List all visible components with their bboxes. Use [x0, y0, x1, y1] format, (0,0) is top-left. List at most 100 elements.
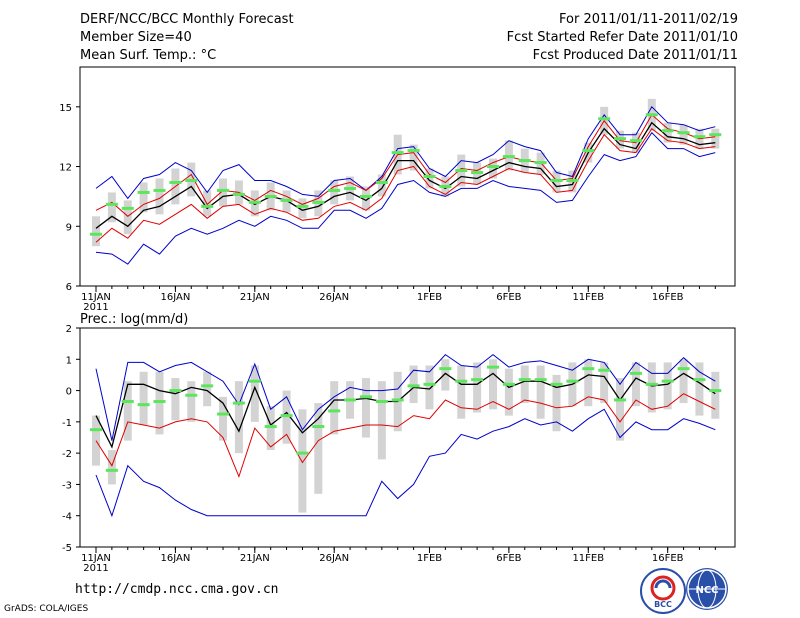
- precipitation-median-mark: [153, 400, 166, 404]
- precipitation-x-tick-label: 1FEB: [417, 553, 442, 564]
- precipitation-median-mark: [534, 378, 547, 382]
- precipitation-median-mark: [264, 425, 277, 429]
- bcc-emblem-icon: BCC: [650, 575, 676, 609]
- precipitation-x-year-label: 2011: [83, 563, 108, 574]
- temperature-median-mark: [312, 200, 325, 204]
- forecast-period: For 2011/01/11-2011/02/19: [559, 12, 738, 27]
- member-size: Member Size=40: [80, 30, 192, 45]
- precipitation-box: [647, 362, 656, 413]
- precipitation-box: [203, 371, 212, 407]
- temperature-median-mark: [471, 171, 484, 175]
- precipitation-box: [171, 378, 180, 421]
- precipitation-box: [631, 362, 640, 407]
- temperature-x-tick-label: 21JAN: [240, 292, 270, 303]
- precipitation-box: [679, 359, 688, 404]
- precipitation-median-mark: [614, 398, 627, 402]
- temperature-median-mark: [677, 131, 690, 135]
- temperature-median-mark: [296, 204, 309, 208]
- temperature-median-mark: [137, 190, 150, 194]
- precipitation-median-mark: [661, 379, 674, 383]
- temperature-median-mark: [518, 159, 531, 163]
- precipitation-panel-title: Prec.: log(mm/d): [80, 312, 188, 327]
- precipitation-y-tick-label: -2: [62, 449, 72, 460]
- precipitation-box: [504, 368, 513, 416]
- precipitation-median-mark: [296, 451, 309, 455]
- precipitation-median-mark: [502, 382, 515, 386]
- precipitation-box: [552, 374, 561, 432]
- temperature-box: [123, 200, 132, 235]
- ncc-globe-icon: NCC: [687, 569, 727, 609]
- temperature-median-mark: [375, 180, 388, 184]
- precipitation-median-mark: [280, 414, 293, 418]
- precipitation-box: [457, 365, 466, 419]
- temperature-x-tick-label: 11JAN: [81, 292, 111, 303]
- temperature-x-tick-label: 11FEB: [572, 292, 604, 303]
- temperature-y-tick-label: 9: [66, 222, 72, 233]
- temperature-box: [361, 186, 370, 211]
- temperature-median-mark: [169, 180, 182, 184]
- precipitation-box: [536, 365, 545, 419]
- temperature-median-mark: [232, 192, 245, 196]
- temperature-box: [330, 180, 339, 205]
- precipitation-median-mark: [137, 403, 150, 407]
- temperature-median-mark: [598, 117, 611, 121]
- grads-credit: GrADS: COLA/IGES: [4, 604, 89, 614]
- temperature-median-mark: [487, 165, 499, 169]
- precipitation-median-mark: [185, 393, 198, 397]
- precipitation-median-mark: [407, 384, 420, 388]
- precipitation-y-tick-label: -5: [62, 543, 72, 554]
- temperature-median-mark: [645, 113, 658, 117]
- temperature-y-tick-label: 15: [59, 103, 72, 114]
- precipitation-median-mark: [248, 379, 261, 383]
- precipitation-box: [695, 362, 704, 416]
- temperature-median-mark: [185, 178, 198, 182]
- precipitation-x-tick-label: 11JAN: [81, 553, 111, 564]
- temperature-box: [711, 128, 720, 149]
- temperature-median-mark: [614, 137, 627, 141]
- precipitation-median-mark: [359, 395, 372, 399]
- precipitation-box: [361, 378, 370, 438]
- website-url[interactable]: http://cmdp.ncc.cma.gov.cn: [75, 582, 279, 597]
- bcc-logo: BCC: [640, 568, 686, 614]
- temperature-median-mark: [391, 151, 404, 155]
- temperature-median-mark: [153, 188, 166, 192]
- temperature-median-mark: [280, 198, 293, 202]
- precipitation-median-mark: [375, 400, 388, 404]
- temperature-median-mark: [661, 129, 674, 133]
- precipitation-median-mark: [693, 378, 706, 382]
- precipitation-y-tick-label: 2: [66, 324, 72, 335]
- temperature-box: [139, 182, 148, 213]
- forecast-start-date: Fcst Started Refer Date 2011/01/10: [506, 30, 738, 45]
- temperature-median-mark: [629, 139, 642, 143]
- ncc-logo: NCC: [686, 568, 728, 610]
- temperature-box: [92, 216, 100, 247]
- temperature-x-year-label: 2011: [83, 302, 108, 313]
- precipitation-x-tick-label: 16JAN: [160, 553, 190, 564]
- precipitation-box: [711, 371, 720, 419]
- temperature-median-mark: [90, 232, 102, 236]
- precipitation-envelope-min-line: [95, 408, 716, 518]
- temperature-median-mark: [423, 175, 436, 178]
- temperature-box: [377, 174, 386, 197]
- temperature-median-mark: [709, 133, 722, 137]
- precipitation-median-mark: [328, 409, 341, 413]
- precipitation-box: [123, 381, 132, 441]
- temperature-upper-line: [95, 114, 716, 217]
- precipitation-median-mark: [518, 378, 531, 382]
- precipitation-box: [409, 365, 418, 404]
- precipitation-box: [489, 359, 497, 410]
- temperature-median-mark: [566, 178, 579, 182]
- precipitation-box: [234, 381, 243, 454]
- precipitation-y-tick-label: 0: [66, 387, 72, 398]
- temperature-median-mark: [248, 200, 261, 204]
- temperature-x-tick-label: 1FEB: [417, 292, 442, 303]
- temperature-median-mark: [439, 184, 452, 188]
- precipitation-median-mark: [645, 382, 658, 386]
- precipitation-median-mark: [582, 367, 595, 371]
- temperature-median-mark: [582, 149, 595, 153]
- temperature-box: [219, 178, 228, 207]
- temperature-box: [155, 178, 164, 215]
- precipitation-lower-line: [95, 393, 716, 479]
- precipitation-median-mark: [566, 379, 579, 383]
- temperature-median-mark: [328, 188, 341, 192]
